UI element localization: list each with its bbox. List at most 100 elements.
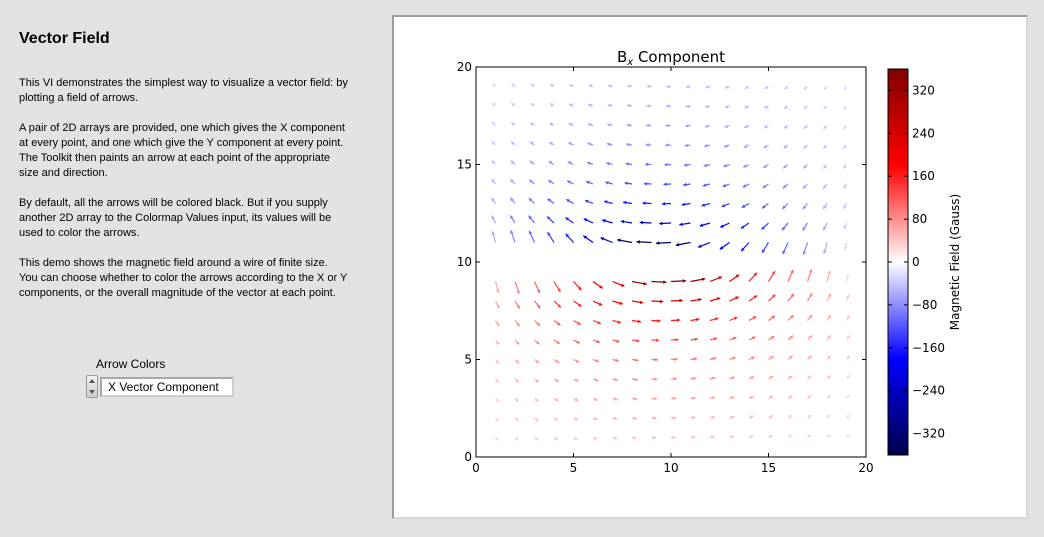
- field-arrow-head: [510, 215, 514, 219]
- field-arrow-head: [762, 184, 767, 188]
- field-arrow-head: [637, 319, 641, 324]
- field-arrow-head: [627, 103, 631, 108]
- field-arrow-head: [576, 340, 580, 344]
- description-paragraph-1: This VI demonstrates the simplest way to…: [19, 77, 348, 104]
- field-arrow-head: [613, 416, 618, 421]
- field-arrow-head: [762, 249, 766, 253]
- field-arrow-head: [766, 273, 771, 277]
- field-arrow-head: [718, 276, 722, 280]
- field-arrow-head: [536, 322, 541, 326]
- arrow-colors-ring-arrows[interactable]: [86, 375, 98, 398]
- field-arrow-head: [646, 84, 651, 89]
- field-arrow-head: [672, 435, 676, 440]
- field-arrow-head: [613, 436, 618, 440]
- field-arrow-head: [600, 237, 605, 241]
- field-arrow-head: [751, 336, 756, 340]
- decrement-arrow-icon[interactable]: [89, 390, 95, 394]
- field-arrow-head: [753, 295, 758, 299]
- field-arrow-head: [607, 103, 612, 108]
- field-arrow-head: [588, 84, 593, 88]
- field-arrow-head: [586, 161, 591, 166]
- field-arrow-head: [660, 299, 664, 304]
- field-arrow-head: [567, 161, 572, 165]
- field-arrow-head: [555, 378, 559, 382]
- field-arrow-head: [656, 241, 660, 245]
- field-arrow-head: [691, 435, 696, 440]
- field-arrow-head: [740, 225, 745, 229]
- field-arrow-head: [510, 141, 515, 145]
- colorbar-tick-label: −240: [912, 384, 945, 398]
- field-arrow-head: [583, 218, 588, 222]
- field-arrow-head: [496, 304, 500, 309]
- field-arrow-head: [547, 198, 552, 203]
- field-arrow-head: [616, 339, 620, 343]
- field-arrow-head: [826, 434, 831, 438]
- field-arrow-head: [786, 273, 790, 277]
- field-arrow-head: [751, 356, 755, 360]
- field-arrow-head: [693, 357, 698, 361]
- field-arrow-head: [602, 219, 606, 223]
- field-arrow-head: [619, 301, 623, 305]
- field-arrow-head: [636, 338, 640, 343]
- field-arrow-head: [574, 397, 579, 402]
- field-arrow-head: [491, 215, 495, 220]
- field-arrow-head: [587, 142, 592, 146]
- field-arrow-head: [547, 232, 551, 236]
- field-arrow-head: [750, 395, 754, 400]
- field-arrow-head: [843, 225, 847, 230]
- arrow-colors-label: Arrow Colors: [96, 357, 166, 371]
- field-arrow-head: [652, 435, 657, 440]
- field-arrow-head: [511, 102, 515, 107]
- field-arrow-head: [705, 104, 709, 109]
- field-arrow-head: [789, 335, 794, 340]
- field-arrow-head: [681, 202, 686, 207]
- field-arrow-head: [633, 416, 637, 421]
- colorbar-tick-label: −320: [912, 427, 945, 441]
- field-arrow-head: [620, 219, 625, 224]
- field-arrow-head: [783, 164, 787, 169]
- field-arrow-head: [702, 183, 707, 187]
- field-arrow-head: [701, 277, 706, 282]
- field-arrow-head: [528, 230, 533, 235]
- field-arrow-head: [843, 205, 847, 209]
- field-arrow-head: [846, 294, 850, 299]
- field-arrow-head: [552, 247, 556, 251]
- y-tick-label: 20: [457, 60, 472, 74]
- field-arrow-head: [843, 86, 848, 90]
- field-arrow-head: [537, 304, 541, 309]
- field-arrow-head: [569, 84, 573, 88]
- field-arrow-head: [549, 142, 553, 146]
- field-arrow-head: [673, 377, 677, 381]
- field-arrow-head: [536, 340, 540, 345]
- field-arrow-head: [569, 103, 573, 107]
- field-arrow-head: [595, 358, 600, 363]
- field-arrow-head: [557, 288, 561, 292]
- field-arrow-head: [809, 293, 813, 297]
- x-tick-label: 20: [858, 461, 873, 475]
- field-arrow-head: [735, 296, 739, 300]
- field-arrow-head: [636, 240, 640, 244]
- field-arrow-head: [535, 378, 539, 383]
- field-arrow-head: [491, 141, 496, 145]
- x-tick-label: 5: [570, 461, 578, 475]
- field-arrow-head: [770, 356, 774, 360]
- field-arrow-head: [644, 162, 649, 167]
- field-arrow-head: [594, 378, 599, 382]
- field-arrow-head: [803, 85, 808, 90]
- field-arrow-head: [827, 335, 831, 339]
- field-arrow-head: [683, 163, 688, 167]
- increment-arrow-icon[interactable]: [89, 379, 95, 383]
- field-arrow-head: [546, 216, 551, 220]
- field-arrow-head: [823, 205, 827, 210]
- field-arrow-head: [492, 122, 496, 126]
- arrow-colors-ring-display[interactable]: X Vector Component: [100, 377, 234, 397]
- field-arrow-head: [530, 122, 534, 126]
- field-arrow-head: [675, 242, 680, 247]
- y-tick-label: 5: [464, 353, 472, 367]
- field-arrow-head: [724, 124, 729, 128]
- field-arrow-head: [823, 250, 827, 254]
- field-arrow-head: [510, 197, 514, 202]
- field-arrow-head: [555, 359, 560, 363]
- field-arrow-head: [701, 203, 706, 207]
- field-arrow-head: [749, 415, 754, 419]
